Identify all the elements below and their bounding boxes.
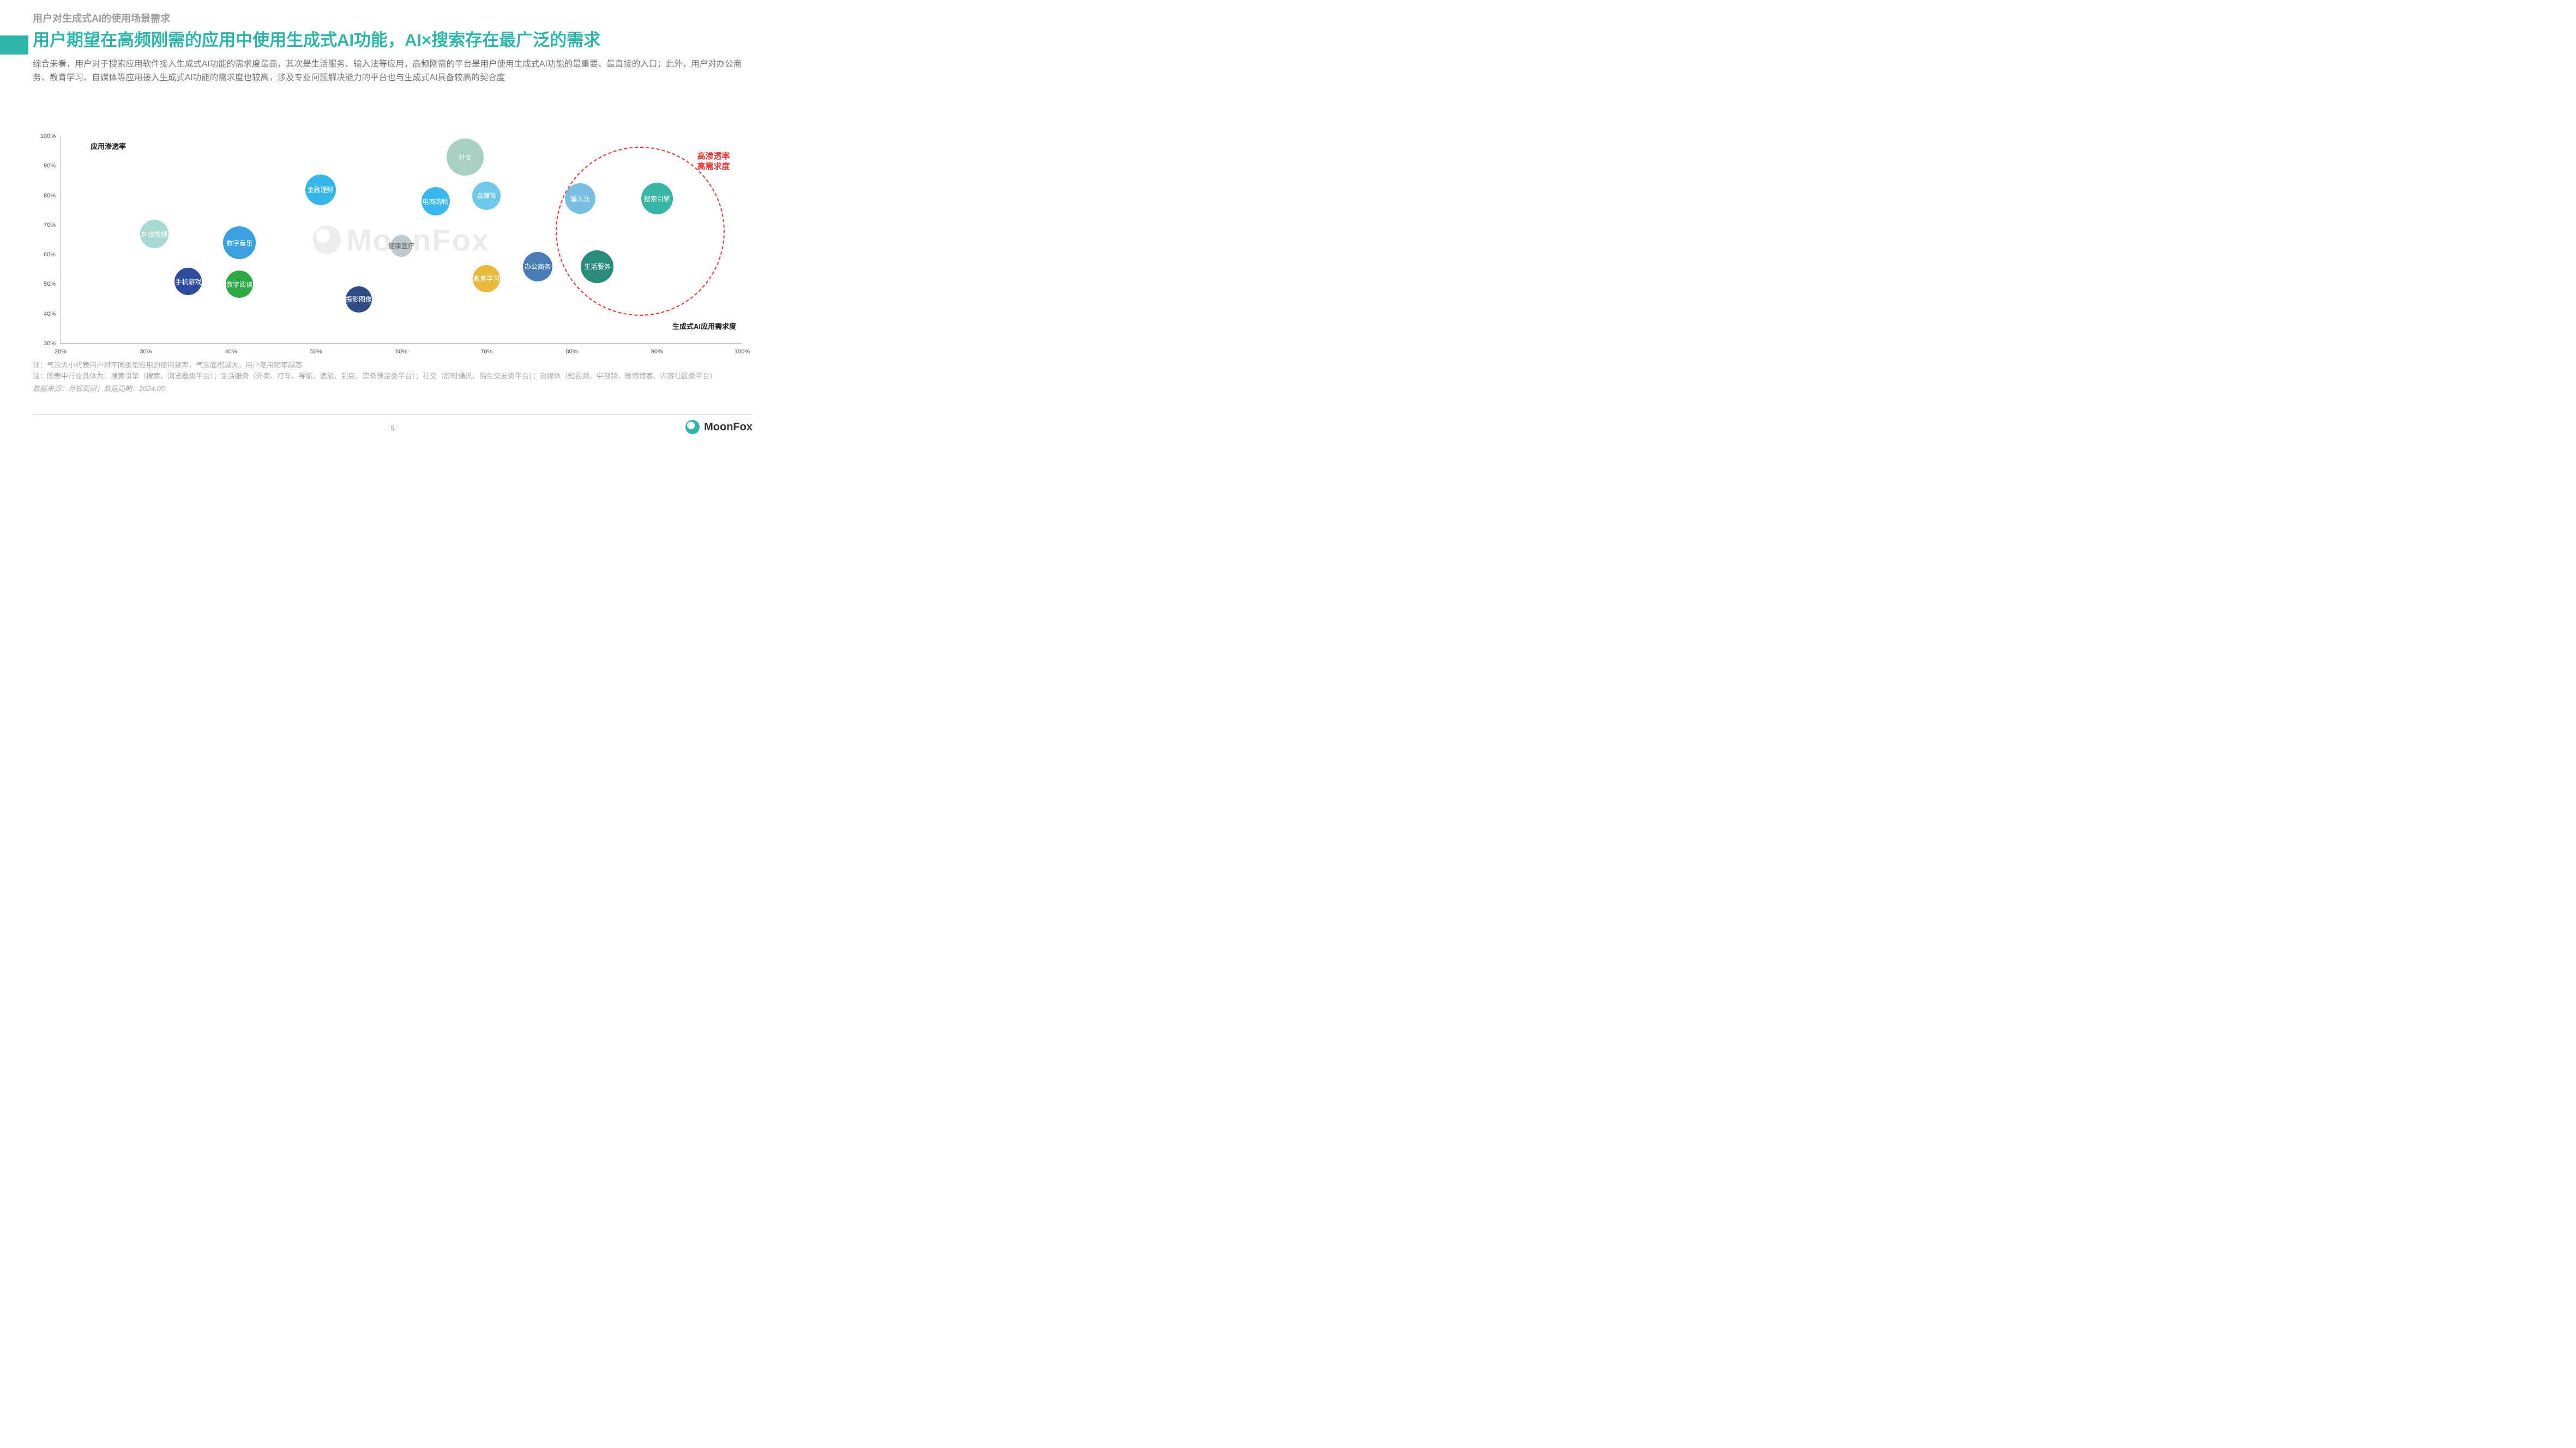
highlight-label: 高渗透率高需求度 [697, 151, 730, 172]
x-tick: 30% [140, 349, 152, 355]
bubble-手机游戏: 手机游戏 [174, 268, 202, 295]
bubble-chart: 30% 40% 50% 60% 70% 80% 90% 100% MoonFox 应用渗透率 … [38, 136, 747, 355]
bubble-自媒体: 自媒体 [472, 182, 501, 210]
bubble-健康医疗: 健康医疗 [390, 235, 412, 257]
y-tick: 70% [38, 222, 60, 229]
logo-text: MoonFox [704, 421, 753, 434]
y-tick: 60% [38, 251, 60, 258]
x-axis-label: 生成式AI应用需求度 [672, 321, 736, 331]
accent-bar [0, 35, 28, 55]
bubble-生活服务: 生活服务 [581, 250, 613, 283]
page-title: 用户期望在高频刚需的应用中使用生成式AI功能，AI×搜索存在最广泛的需求 [33, 29, 753, 51]
moonfox-icon [312, 226, 341, 254]
bubble-数字阅读: 数字阅读 [226, 271, 253, 298]
header: 用户对生成式AI的使用场景需求 用户期望在高频刚需的应用中使用生成式AI功能，A… [0, 0, 785, 85]
x-tick: 60% [395, 349, 407, 355]
note-line-1: 注：气泡大小代表用户对不同类型应用的使用频率，气泡面积越大，用户使用频率越高 [33, 360, 753, 371]
page-number: 5 [391, 424, 395, 432]
watermark-text: MoonFox [346, 222, 490, 257]
bubble-电商购物: 电商购物 [422, 187, 450, 215]
y-tick: 100% [38, 133, 60, 140]
plot-area: MoonFox 应用渗透率 生成式AI应用需求度 高渗透率高需求度 20%30%… [60, 136, 742, 344]
x-tick: 100% [735, 349, 750, 355]
bubble-输入法: 输入法 [565, 183, 595, 214]
y-tick: 50% [38, 281, 60, 287]
x-tick: 50% [310, 349, 322, 355]
bubble-在线视频: 在线视频 [140, 220, 168, 248]
bubble-社交: 社交 [447, 139, 484, 176]
intro-text: 综合来看，用户对于搜索应用软件接入生成式AI功能的需求度最高，其次是生活服务、输… [33, 58, 753, 85]
logo: MoonFox [685, 420, 753, 434]
subtitle: 用户对生成式AI的使用场景需求 [33, 11, 753, 25]
x-tick: 40% [225, 349, 237, 355]
note-line-2: 注：图表中行业具体为：搜索引擎（搜索、浏览器类平台）；生活服务（外卖、打车、导航… [33, 371, 753, 382]
x-tick: 70% [480, 349, 492, 355]
bubble-数字音乐: 数字音乐 [223, 226, 256, 259]
data-source: 数据来源：月狐调研；数据周期：2024.05 [33, 383, 753, 394]
y-tick: 80% [38, 193, 60, 199]
y-tick: 40% [38, 311, 60, 317]
x-tick: 90% [651, 349, 663, 355]
bubble-办公商务: 办公商务 [523, 252, 552, 281]
footer-divider [33, 414, 753, 415]
chart-notes: 注：气泡大小代表用户对不同类型应用的使用频率，气泡面积越大，用户使用频率越高 注… [33, 360, 753, 394]
moonfox-logo-icon [685, 420, 700, 434]
y-axis-label: 应用渗透率 [91, 141, 126, 151]
x-tick: 20% [55, 349, 67, 355]
bubble-摄影图像: 摄影图像 [346, 286, 372, 313]
x-tick: 80% [565, 349, 577, 355]
y-tick: 30% [38, 340, 60, 347]
bubble-搜索引擎: 搜索引擎 [641, 183, 673, 214]
y-tick: 90% [38, 163, 60, 169]
bubble-金融理财: 金融理财 [305, 175, 336, 205]
bubble-教育学习: 教育学习 [473, 265, 500, 292]
